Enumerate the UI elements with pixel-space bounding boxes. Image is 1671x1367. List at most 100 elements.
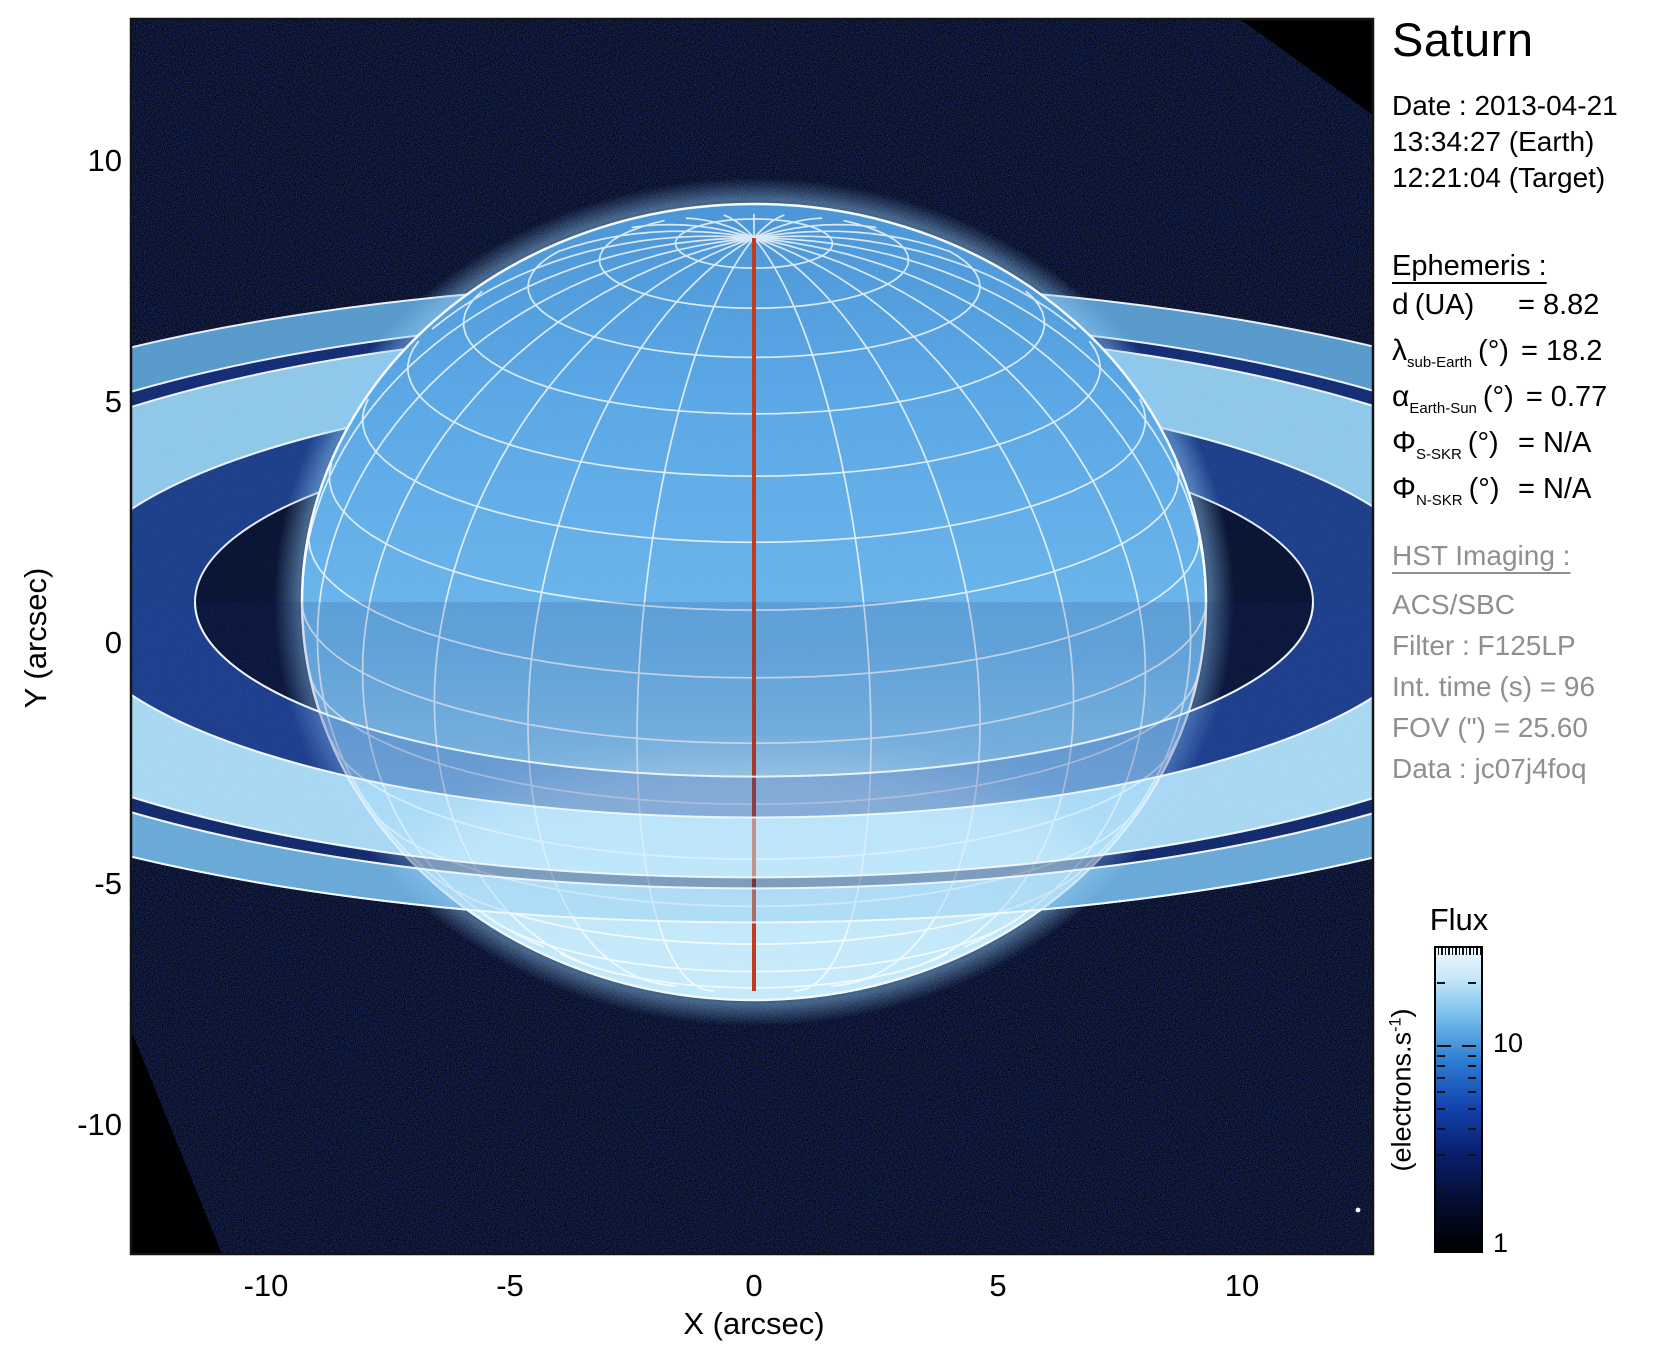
page-title: Saturn	[1392, 13, 1534, 66]
colorbar-minor-tick	[1437, 1154, 1445, 1156]
colorbar-top-minor-tick	[1479, 948, 1481, 955]
quantity-symbol: Φ	[1392, 426, 1416, 459]
quantity-value: = 8.82	[1518, 289, 1600, 321]
colorbar-minor-tick	[1437, 1190, 1445, 1192]
ephemeris-row: αEarth-Sun (°) = 0.77	[1392, 380, 1607, 426]
colorbar-minor-tick	[1468, 1077, 1476, 1079]
colorbar-minor-tick	[1468, 1128, 1476, 1130]
ephemeris-row: λsub-Earth (°) = 18.2	[1392, 334, 1607, 380]
x-tick-label: -5	[496, 1268, 524, 1303]
quantity-symbol: α	[1392, 380, 1410, 413]
quantity-subscript: Earth-Sun	[1409, 399, 1477, 417]
colorbar-top-minor-tick	[1441, 948, 1443, 955]
colorbar-top-minor-tick	[1465, 948, 1467, 955]
ephemeris-row: ΦN-SKR (°) = N/A	[1392, 472, 1607, 518]
ephemeris-table: d (UA) = 8.82 λsub-Earth (°) = 18.2 αEarth-Sun…	[1392, 288, 1607, 518]
ephemeris-row: ΦS-SKR (°) = N/A	[1392, 426, 1607, 472]
x-tick-label: 0	[745, 1268, 763, 1303]
colorbar-top-minor-tick	[1448, 948, 1450, 955]
colorbar-top-minor-tick	[1437, 948, 1439, 955]
plot-frame	[129, 17, 1375, 1256]
observation-date-block: Date : 2013-04-21 13:34:27 (Earth) 12:21:0…	[1392, 88, 1618, 196]
quantity-unit: (UA)	[1414, 289, 1475, 321]
x-tick-label: 5	[989, 1268, 1007, 1303]
y-tick-label: 10	[87, 143, 122, 178]
hst-imaging-line: Data : jc07j4foq	[1392, 753, 1587, 784]
colorbar-minor-tick	[1468, 1154, 1476, 1156]
colorbar-minor-tick	[1468, 982, 1476, 984]
ephemeris-quantity: d (UA)	[1392, 288, 1506, 325]
colorbar-major-tick	[1462, 1045, 1476, 1047]
colorbar-minor-tick	[1468, 1065, 1476, 1067]
colorbar-minor-tick	[1468, 1108, 1476, 1110]
colorbar-unit-label: (electrons.s-1)	[1386, 1008, 1417, 1172]
colorbar-top-minor-tick	[1462, 948, 1464, 955]
colorbar-minor-tick	[1437, 1108, 1445, 1110]
y-tick-label: 0	[104, 625, 122, 660]
colorbar-minor-tick	[1468, 1091, 1476, 1093]
colorbar-top-minor-tick	[1476, 948, 1478, 955]
hst-imaging-block: HST Imaging : ACS/SBC Filter : F125LP Int.…	[1392, 540, 1595, 789]
colorbar-title: Flux	[1429, 902, 1489, 937]
date-line: Date : 2013-04-21	[1392, 90, 1618, 121]
colorbar-minor-tick	[1437, 1077, 1445, 1079]
x-tick-label: -10	[243, 1268, 289, 1303]
colorbar-minor-tick	[1468, 1190, 1476, 1192]
quantity-value: = 18.2	[1520, 335, 1603, 367]
ephemeris-quantity: λsub-Earth (°)	[1392, 334, 1509, 371]
quantity-subscript: N-SKR	[1415, 491, 1463, 509]
colorbar-top-minor-tick	[1444, 948, 1446, 955]
date-line: 13:34:27 (Earth)	[1392, 126, 1595, 157]
colorbar-minor-tick	[1437, 1065, 1445, 1067]
colorbar-top-minor-tick	[1451, 948, 1453, 955]
hst-imaging-line: Int. time (s) = 96	[1392, 671, 1596, 702]
quantity-symbol: Φ	[1392, 472, 1416, 505]
quantity-symbol: d	[1392, 288, 1409, 321]
hst-imaging-lines: ACS/SBC Filter : F125LP Int. time (s) = 96…	[1392, 584, 1595, 789]
colorbar-minor-tick	[1468, 1055, 1476, 1057]
quantity-unit: (°)	[1467, 427, 1499, 459]
quantity-unit: (°)	[1468, 473, 1500, 505]
colorbar-top-minor-tick	[1455, 948, 1457, 955]
ephemeris-quantity: αEarth-Sun (°)	[1392, 380, 1514, 417]
quantity-value: = 0.77	[1525, 381, 1608, 413]
quantity-symbol: λ	[1392, 334, 1407, 367]
ephemeris-quantity: ΦS-SKR (°)	[1392, 426, 1506, 463]
y-tick-label: -10	[77, 1107, 122, 1142]
hst-imaging-heading: HST Imaging :	[1392, 540, 1571, 571]
colorbar-major-tick	[1437, 1045, 1451, 1047]
background-star	[1355, 1207, 1361, 1213]
detector-edge-wedge-bottom-left	[131, 1030, 222, 1254]
colorbar-tick-label-10: 10	[1493, 1028, 1524, 1058]
colorbar-top-minor-tick	[1472, 948, 1474, 955]
quantity-subscript: S-SKR	[1415, 445, 1462, 463]
quantity-subscript: sub-Earth	[1407, 353, 1473, 371]
colorbar-tick-label-1: 1	[1493, 1228, 1509, 1258]
colorbar-top-minor-tick	[1458, 948, 1460, 955]
quantity-unit: (°)	[1482, 381, 1514, 413]
x-axis-title: X (arcsec)	[683, 1306, 825, 1341]
y-tick-label: 5	[104, 384, 122, 419]
ephemeris-quantity: ΦN-SKR (°)	[1392, 472, 1506, 509]
ephemeris-row: d (UA) = 8.82	[1392, 288, 1607, 334]
colorbar-minor-tick	[1437, 1128, 1445, 1130]
image-noise	[131, 19, 1373, 1254]
flux-colorbar	[1434, 946, 1483, 1253]
hst-imaging-line: Filter : F125LP	[1392, 630, 1576, 661]
colorbar-minor-tick	[1437, 1091, 1445, 1093]
quantity-value: = N/A	[1518, 473, 1592, 505]
quantity-value: = N/A	[1518, 427, 1592, 459]
hst-imaging-line: ACS/SBC	[1392, 589, 1515, 620]
hst-imaging-line: FOV (") = 25.60	[1392, 712, 1588, 743]
colorbar-minor-tick	[1437, 1055, 1445, 1057]
date-line: 12:21:04 (Target)	[1392, 162, 1606, 193]
quantity-unit: (°)	[1478, 335, 1509, 367]
colorbar-minor-tick	[1437, 982, 1445, 984]
ephemeris-heading: Ephemeris :	[1392, 250, 1547, 282]
x-tick-label: 10	[1224, 1268, 1260, 1303]
y-tick-label: -5	[94, 866, 122, 901]
detector-edge-wedge-top-right	[1240, 19, 1373, 115]
colorbar-top-minor-tick	[1469, 948, 1471, 955]
